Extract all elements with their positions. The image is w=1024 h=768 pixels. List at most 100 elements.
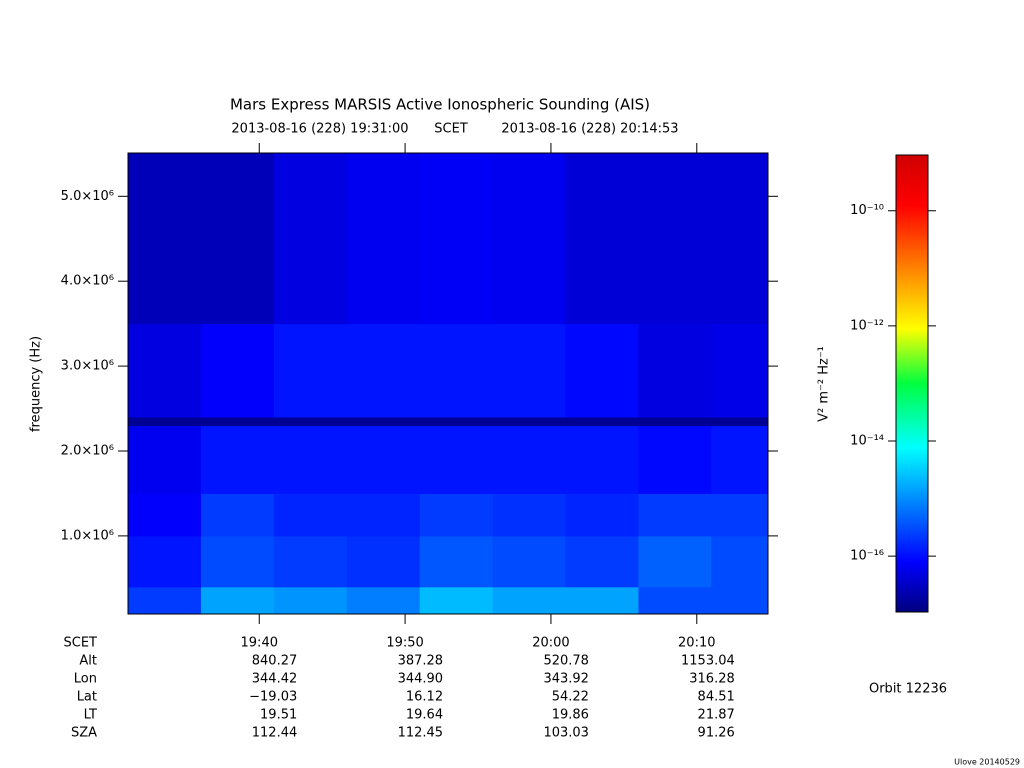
heatmap-cell <box>128 425 202 494</box>
chart-title: Mars Express MARSIS Active Ionospheric S… <box>230 96 650 114</box>
credit: Ulove 20140529 <box>954 758 1020 767</box>
y-tick-label: 1.0×10⁶ <box>61 528 114 543</box>
ephemeris-value: 19.51 <box>260 708 297 723</box>
heatmap-cell <box>200 417 275 427</box>
heatmap-cell <box>565 417 639 427</box>
ephemeris-value: 84.51 <box>698 690 735 705</box>
ephemeris-label: Lon <box>74 672 97 687</box>
heatmap-cell <box>565 153 639 325</box>
heatmap-cell <box>273 493 348 537</box>
heatmap-cell <box>200 153 275 325</box>
colorbar-tick-label: 10⁻¹⁶ <box>850 549 884 564</box>
heatmap <box>128 153 769 615</box>
heatmap-cell <box>273 535 348 588</box>
heatmap-cell <box>492 425 567 494</box>
heatmap-cell <box>128 493 202 537</box>
heatmap-cell <box>419 323 494 418</box>
ephemeris-value: 343.92 <box>543 672 589 687</box>
ephemeris-label: LT <box>84 708 97 723</box>
ephemeris-value: 103.03 <box>543 726 589 741</box>
colorbar-tick-label: 10⁻¹² <box>850 318 884 333</box>
heatmap-cell <box>273 586 348 615</box>
heatmap-cell <box>711 493 769 537</box>
heatmap-cell <box>419 417 494 427</box>
heatmap-cell <box>638 425 712 494</box>
heatmap-cell <box>492 417 567 427</box>
ephemeris-value: 344.42 <box>252 672 298 687</box>
time-system: SCET <box>434 122 468 137</box>
heatmap-cell <box>711 586 769 615</box>
ephemeris-label: SZA <box>71 726 97 741</box>
colorbar-label: V² m⁻² Hz⁻¹ <box>817 346 832 422</box>
heatmap-cell <box>492 535 567 588</box>
heatmap-cell <box>346 323 421 418</box>
heatmap-cell <box>638 323 712 418</box>
heatmap-cell <box>273 323 348 418</box>
colorbar <box>895 154 929 613</box>
ephemeris-value: 840.27 <box>252 654 298 669</box>
ephemeris-value: 344.90 <box>398 672 444 687</box>
heatmap-cell <box>638 535 712 588</box>
ephemeris-value: 21.87 <box>698 708 735 723</box>
colorbar-tick-label: 10⁻¹⁰ <box>850 203 884 218</box>
heatmap-cell <box>419 493 494 537</box>
ephemeris-label: SCET <box>64 636 98 651</box>
heatmap-cell <box>492 323 567 418</box>
heatmap-cell <box>273 417 348 427</box>
heatmap-cell <box>200 323 275 418</box>
heatmap-cell <box>200 493 275 537</box>
ephemeris-value: 387.28 <box>398 654 444 669</box>
start-time: 2013-08-16 (228) 19:31:00 <box>231 122 408 137</box>
colorbar-tick-label: 10⁻¹⁴ <box>850 434 884 449</box>
heatmap-cell <box>273 425 348 494</box>
heatmap-cell <box>346 535 421 588</box>
y-tick-label: 2.0×10⁶ <box>61 443 114 458</box>
heatmap-cell <box>565 425 639 494</box>
heatmap-cell <box>492 586 567 615</box>
x-tick-label: 19:40 <box>241 636 278 651</box>
heatmap-cell <box>711 323 769 418</box>
heatmap-cell <box>346 493 421 537</box>
heatmap-cell <box>200 425 275 494</box>
heatmap-cell <box>346 417 421 427</box>
heatmap-cell <box>565 535 639 588</box>
heatmap-cell <box>711 153 769 325</box>
heatmap-cell <box>711 535 769 588</box>
heatmap-cell <box>346 153 421 325</box>
heatmap-cell <box>638 493 712 537</box>
x-tick-label: 20:10 <box>678 636 715 651</box>
end-time: 2013-08-16 (228) 20:14:53 <box>501 122 678 137</box>
ephemeris-value: 91.26 <box>698 726 735 741</box>
heatmap-cell <box>419 586 494 615</box>
x-tick-label: 20:00 <box>532 636 569 651</box>
heatmap-cell <box>638 586 712 615</box>
ephemeris-value: 19.64 <box>406 708 443 723</box>
heatmap-cell <box>419 425 494 494</box>
heatmap-cell <box>565 493 639 537</box>
heatmap-cell <box>419 153 494 325</box>
heatmap-cell <box>565 586 639 615</box>
heatmap-cell <box>128 535 202 588</box>
ephemeris-label: Alt <box>79 654 97 669</box>
y-tick-label: 4.0×10⁶ <box>61 274 114 289</box>
ephemeris-label: Lat <box>77 690 97 705</box>
heatmap-cell <box>200 535 275 588</box>
plot-frame <box>127 152 769 615</box>
heatmap-cell <box>711 417 769 427</box>
ephemeris-value: 112.45 <box>398 726 444 741</box>
heatmap-cell <box>128 153 202 325</box>
y-tick-label: 3.0×10⁶ <box>61 359 114 374</box>
ephemeris-value: 520.78 <box>543 654 589 669</box>
ephemeris-value: 54.22 <box>552 690 589 705</box>
heatmap-cell <box>638 417 712 427</box>
heatmap-cell <box>638 153 712 325</box>
heatmap-cell <box>419 535 494 588</box>
heatmap-cell <box>128 323 202 418</box>
y-tick-label: 5.0×10⁶ <box>61 189 114 204</box>
heatmap-cell <box>492 493 567 537</box>
ephemeris-value: 112.44 <box>252 726 298 741</box>
ephemeris-value: 1153.04 <box>681 654 735 669</box>
heatmap-cell <box>346 425 421 494</box>
heatmap-cell <box>346 586 421 615</box>
